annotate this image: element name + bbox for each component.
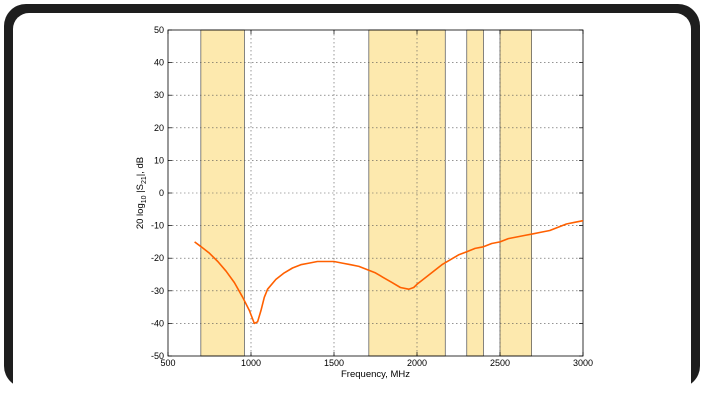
grid-lines <box>168 30 583 356</box>
y-axis-label: 20 log10 |S21|, dB <box>135 157 148 229</box>
figure-panel <box>13 13 691 393</box>
y-tick-label-7: 20 <box>154 123 164 133</box>
y-tick-label-9: 40 <box>154 58 164 68</box>
x-tick-label-5: 3000 <box>573 358 593 368</box>
highlight-band-1 <box>200 29 245 357</box>
x-tick-label-2: 1500 <box>324 358 344 368</box>
x-tick-label-3: 2000 <box>407 358 427 368</box>
x-tick-label-4: 2500 <box>490 358 510 368</box>
y-tick-label-5: 0 <box>159 188 164 198</box>
y-tick-label-10: 50 <box>154 25 164 35</box>
y-tick-label-2: -30 <box>151 286 164 296</box>
highlight-bands <box>200 29 532 357</box>
y-axis-label-suffix: |, dB <box>135 157 146 176</box>
x-tick-label-1: 1000 <box>241 358 261 368</box>
y-tick-label-1: -40 <box>151 318 164 328</box>
y-axis-label-prefix: 20 log <box>135 203 146 229</box>
s21-curve <box>194 219 584 325</box>
y-axis-label-mid: |S <box>135 184 146 195</box>
x-tick-label-0: 500 <box>160 358 175 368</box>
figure-frame <box>4 4 700 393</box>
y-tick-label-3: -20 <box>151 253 164 263</box>
y-tick-label-0: -50 <box>151 351 164 361</box>
axis-ticks: 500 1000 1500 2000 2500 3000 -50 -40 -30 -20 -10 0 1… <box>151 25 593 368</box>
y-axis-label-sub2: 21 <box>141 176 148 184</box>
y-tick-label-6: 10 <box>154 155 164 165</box>
y-tick-label-8: 30 <box>154 90 164 100</box>
y-tick-label-4: -10 <box>151 221 164 231</box>
y-axis-label-sub1: 10 <box>141 195 148 203</box>
x-axis-label: Frequency, MHz <box>341 369 410 380</box>
